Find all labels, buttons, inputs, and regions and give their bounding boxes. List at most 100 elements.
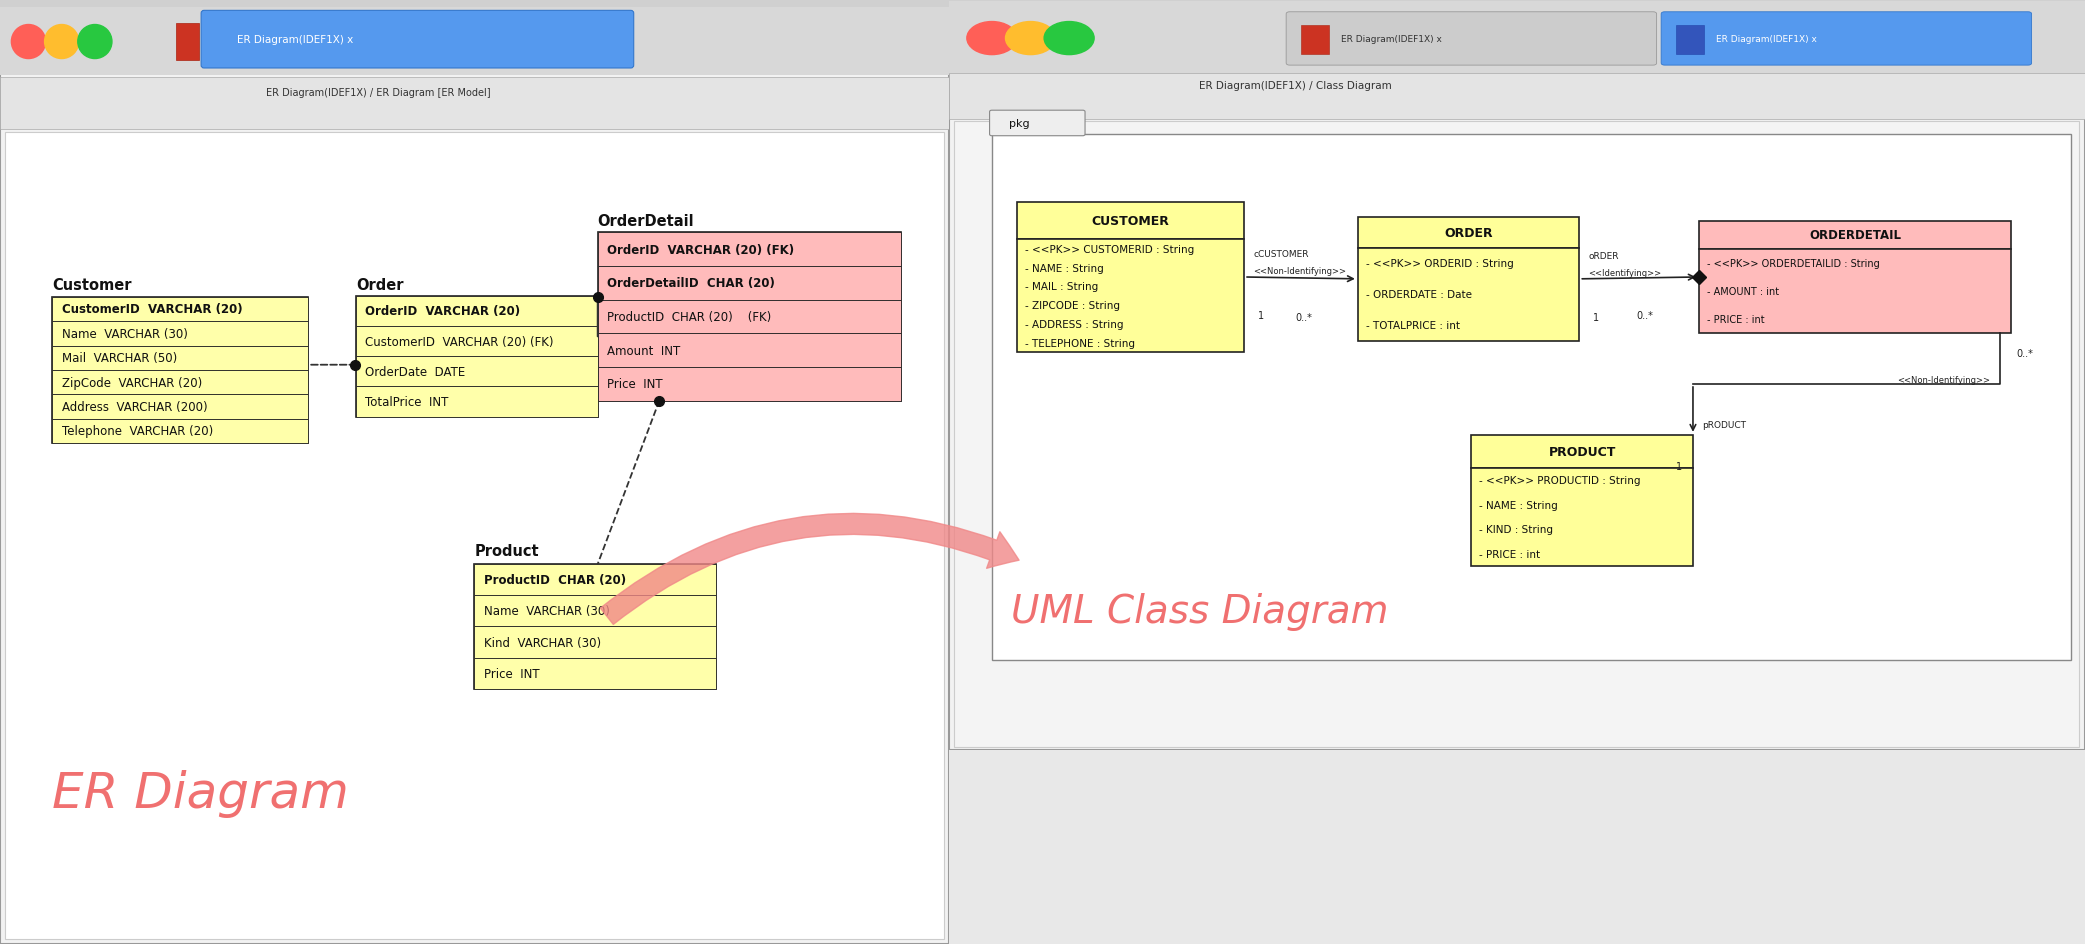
Text: 1: 1 [1593, 312, 1599, 323]
Text: - AMOUNT : int: - AMOUNT : int [1708, 287, 1779, 296]
Bar [1017, 203, 1245, 240]
Text: ProductID  CHAR (20)    (FK): ProductID CHAR (20) (FK) [607, 311, 771, 324]
Text: pkg: pkg [1009, 119, 1030, 128]
Bar [949, 74, 2085, 120]
Bar [1017, 240, 1245, 353]
Circle shape [1045, 23, 1095, 56]
Text: Product: Product [475, 544, 538, 559]
Bar [598, 334, 901, 367]
Bar [1472, 468, 1693, 566]
Bar [175, 24, 200, 61]
FancyArrowPatch shape [600, 514, 1020, 625]
Text: Mail  VARCHAR (50): Mail VARCHAR (50) [63, 352, 177, 364]
Bar [0, 8, 949, 76]
Text: OrderID  VARCHAR (20) (FK): OrderID VARCHAR (20) (FK) [607, 244, 794, 257]
Circle shape [77, 25, 113, 59]
Text: 1: 1 [1676, 461, 1683, 471]
Circle shape [1005, 23, 1055, 56]
Text: - KIND : String: - KIND : String [1480, 525, 1553, 534]
Text: Customer: Customer [52, 278, 131, 293]
Bar [52, 419, 309, 444]
Bar [1357, 248, 1578, 342]
Bar [598, 267, 901, 300]
Text: UML Class Diagram: UML Class Diagram [1011, 593, 1389, 631]
Text: Name  VARCHAR (30): Name VARCHAR (30) [63, 328, 188, 341]
Text: Kind  VARCHAR (30): Kind VARCHAR (30) [484, 636, 600, 649]
Text: ER Diagram(IDEF1X) / ER Diagram [ER Model]: ER Diagram(IDEF1X) / ER Diagram [ER Mode… [265, 88, 490, 97]
Text: Order: Order [357, 278, 402, 293]
Text: ER Diagram(IDEF1X) / Class Diagram: ER Diagram(IDEF1X) / Class Diagram [1199, 81, 1391, 92]
Bar [4, 133, 945, 939]
Text: - <<PK>> ORDERDETAILID : String: - <<PK>> ORDERDETAILID : String [1708, 259, 1879, 269]
Text: pRODUCT: pRODUCT [1701, 421, 1745, 430]
Bar [475, 565, 717, 596]
Text: - <<PK>> CUSTOMERID : String: - <<PK>> CUSTOMERID : String [1026, 244, 1195, 255]
Bar [1699, 222, 2012, 249]
Text: ZipCode  VARCHAR (20): ZipCode VARCHAR (20) [63, 377, 202, 389]
Text: Price  INT: Price INT [607, 378, 663, 391]
Bar [475, 627, 717, 658]
Text: Price  INT: Price INT [484, 667, 540, 680]
Bar [52, 370, 309, 395]
Text: OrderID  VARCHAR (20): OrderID VARCHAR (20) [365, 305, 521, 318]
Bar [598, 233, 901, 267]
Bar [357, 327, 598, 357]
Text: <<Non-Identifying>>: <<Non-Identifying>> [1897, 376, 1991, 385]
Text: - PRICE : int: - PRICE : int [1708, 315, 1764, 325]
Text: - ZIPCODE : String: - ZIPCODE : String [1026, 301, 1120, 311]
Bar [1357, 218, 1578, 248]
Text: <<Non-Identifying>>: <<Non-Identifying>> [1253, 267, 1347, 276]
Bar [1699, 249, 2012, 334]
Text: 0..*: 0..* [2016, 348, 2033, 359]
Bar [475, 596, 717, 627]
Bar [52, 395, 309, 419]
Text: oRDER: oRDER [1589, 251, 1618, 261]
Bar [357, 357, 598, 387]
Text: Telephone  VARCHAR (20): Telephone VARCHAR (20) [63, 425, 213, 438]
Text: PRODUCT: PRODUCT [1549, 446, 1616, 458]
Bar [949, 2, 2085, 76]
Bar [1301, 26, 1330, 55]
Bar [598, 233, 901, 401]
Circle shape [10, 25, 46, 59]
Text: ProductID  CHAR (20): ProductID CHAR (20) [484, 574, 626, 586]
Bar [357, 296, 598, 417]
Text: 0..*: 0..* [1295, 312, 1311, 323]
Text: CustomerID  VARCHAR (20) (FK): CustomerID VARCHAR (20) (FK) [365, 335, 555, 348]
Bar [598, 300, 901, 334]
Text: - MAIL : String: - MAIL : String [1026, 282, 1099, 292]
Bar [992, 135, 2070, 661]
FancyBboxPatch shape [990, 111, 1084, 137]
Text: cCUSTOMER: cCUSTOMER [1253, 249, 1309, 259]
Text: ORDER: ORDER [1445, 227, 1493, 240]
Bar [52, 346, 309, 370]
Text: ER Diagram: ER Diagram [52, 769, 348, 817]
Text: OrderDetailID  CHAR (20): OrderDetailID CHAR (20) [607, 278, 776, 290]
Bar [1676, 26, 1703, 55]
Text: OrderDetail: OrderDetail [598, 213, 694, 228]
Bar [357, 387, 598, 417]
Text: - ORDERDATE : Date: - ORDERDATE : Date [1366, 290, 1472, 300]
Bar [52, 297, 309, 322]
Bar [52, 322, 309, 346]
Bar [475, 658, 717, 689]
Text: ER Diagram(IDEF1X) x: ER Diagram(IDEF1X) x [1716, 35, 1816, 43]
Text: - ADDRESS : String: - ADDRESS : String [1026, 320, 1124, 329]
Text: CustomerID  VARCHAR (20): CustomerID VARCHAR (20) [63, 303, 242, 316]
Text: ER Diagram(IDEF1X) x: ER Diagram(IDEF1X) x [1341, 35, 1441, 43]
Text: - <<PK>> ORDERID : String: - <<PK>> ORDERID : String [1366, 259, 1514, 269]
Text: - NAME : String: - NAME : String [1480, 500, 1557, 510]
Text: 0..*: 0..* [1637, 311, 1653, 321]
Text: OrderDate  DATE: OrderDate DATE [365, 365, 465, 379]
Bar [598, 367, 901, 401]
Text: ORDERDETAIL: ORDERDETAIL [1810, 229, 1902, 242]
Text: 1: 1 [1257, 311, 1264, 321]
Text: - TOTALPRICE : int: - TOTALPRICE : int [1366, 321, 1459, 331]
FancyBboxPatch shape [1662, 13, 2031, 66]
Bar [475, 565, 717, 689]
FancyBboxPatch shape [1286, 13, 1658, 66]
Text: Amount  INT: Amount INT [607, 345, 680, 357]
Circle shape [967, 23, 1017, 56]
Text: ER Diagram(IDEF1X) x: ER Diagram(IDEF1X) x [238, 35, 354, 44]
Bar [52, 297, 309, 444]
